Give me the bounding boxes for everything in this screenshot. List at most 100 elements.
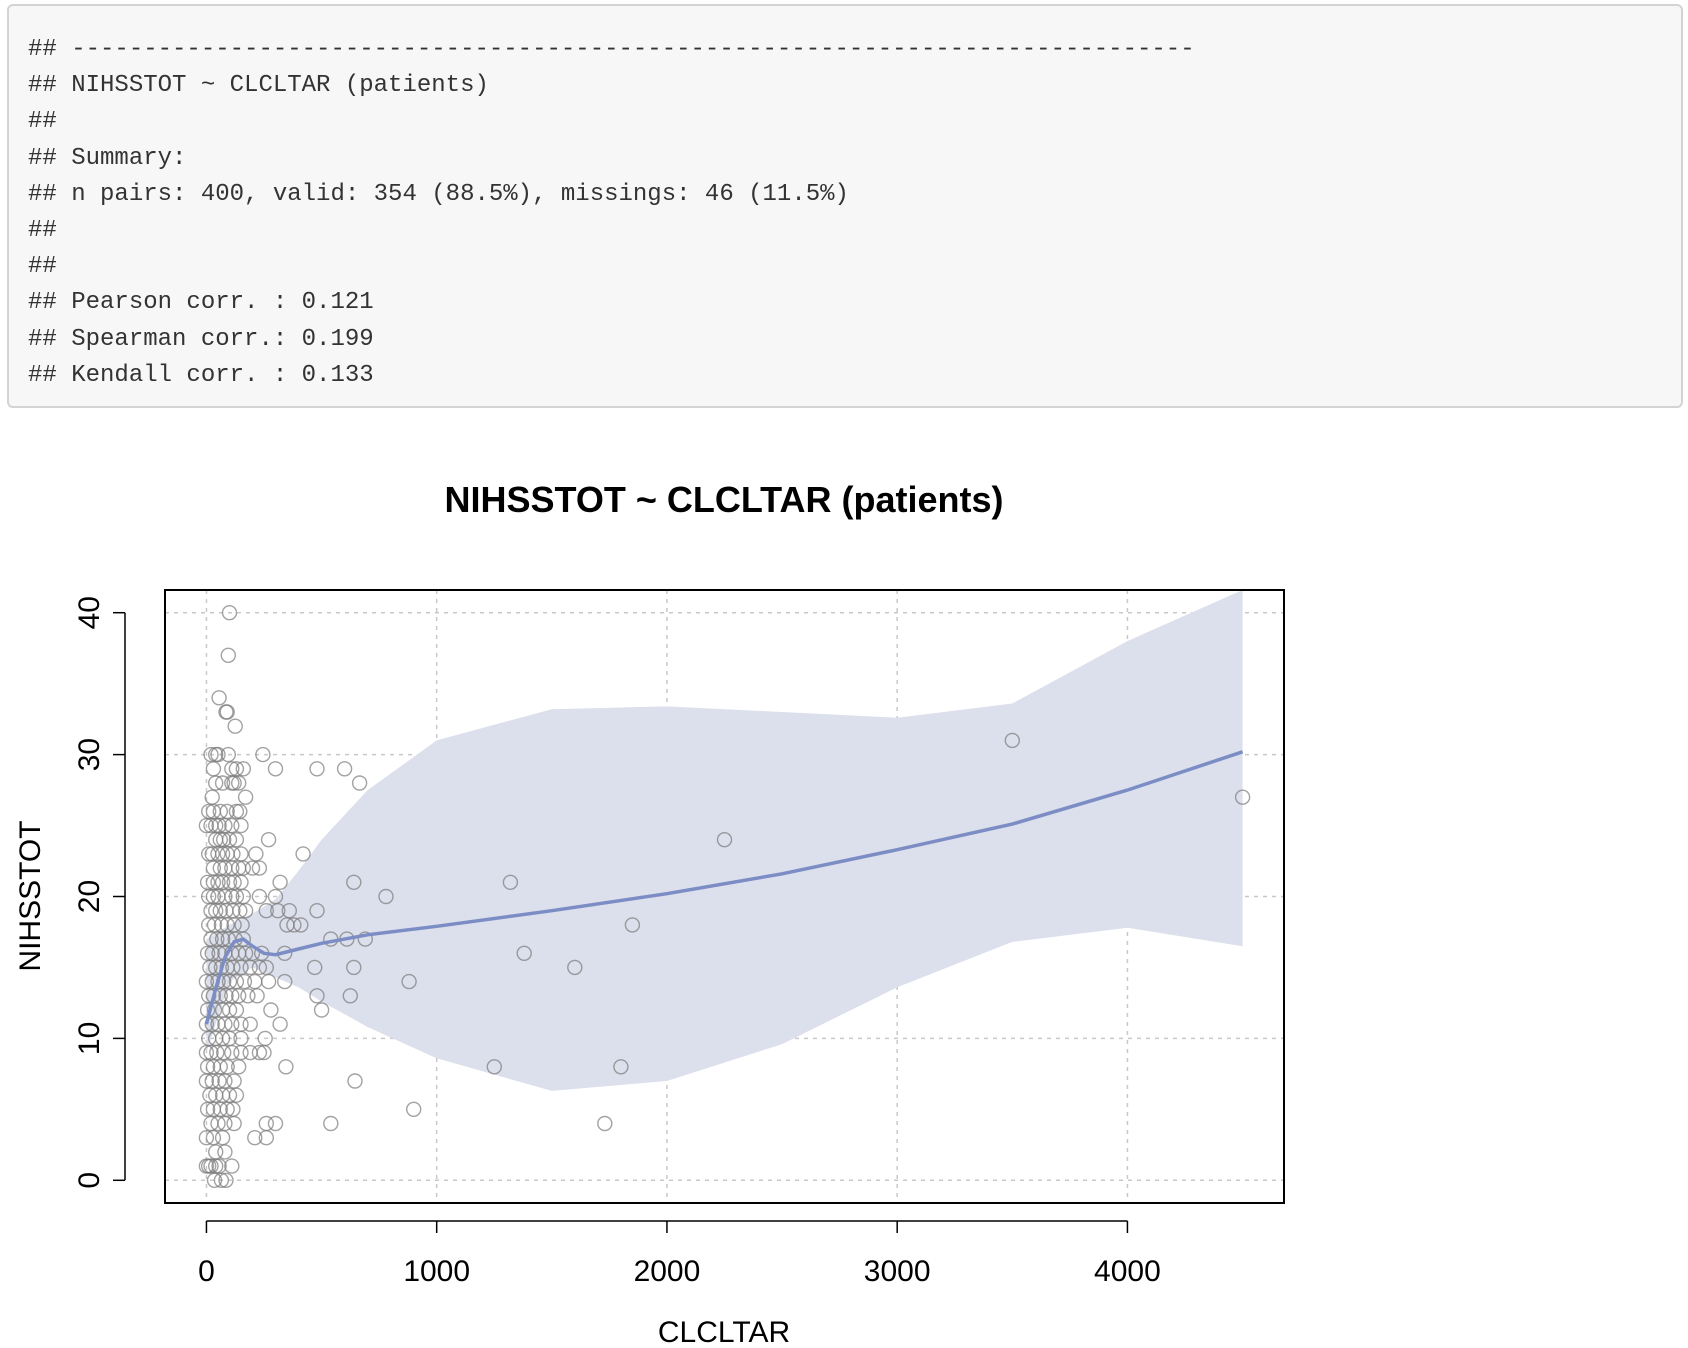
data-point — [249, 988, 265, 1004]
console-line: ## NIHSSTOT ~ CLCLTAR (patients) — [28, 72, 489, 100]
console-line: ## -------------------------------------… — [28, 36, 1195, 63]
data-point — [351, 775, 368, 791]
y-axis-label: NIHSSTOT — [14, 820, 47, 971]
data-point — [235, 761, 252, 777]
data-point — [226, 1073, 242, 1089]
data-point — [204, 1016, 220, 1032]
data-point — [502, 874, 519, 890]
y-tick-label: 20 — [73, 880, 106, 913]
data-point — [210, 746, 226, 763]
data-point — [198, 1073, 215, 1089]
data-point — [219, 704, 235, 720]
console-output: ## -------------------------------------… — [7, 4, 1683, 408]
x-tick-label: 1000 — [403, 1255, 470, 1288]
data-point — [346, 874, 362, 890]
data-point — [237, 945, 254, 961]
data-point — [204, 789, 220, 805]
data-point — [313, 1002, 330, 1018]
data-point — [597, 1115, 613, 1132]
data-point — [198, 817, 215, 834]
data-point — [260, 832, 277, 848]
console-line: ## Kendall corr. : 0.133 — [28, 361, 374, 389]
x-axis: 0 1000 2000 3000 4000 — [198, 1220, 1161, 1288]
data-point — [336, 761, 353, 777]
data-point — [228, 832, 245, 848]
data-point — [218, 988, 234, 1004]
data-point — [258, 903, 274, 919]
data-point — [230, 1059, 247, 1075]
data-point — [516, 945, 532, 961]
data-point — [293, 917, 309, 933]
data-point — [226, 1115, 242, 1132]
data-points — [198, 604, 1251, 1188]
data-point — [247, 973, 263, 990]
data-point — [203, 1158, 219, 1174]
data-point — [220, 746, 237, 763]
confidence-band — [206, 590, 1243, 1091]
console-line: ## Summary: — [28, 144, 187, 172]
data-point — [263, 1002, 279, 1018]
data-point — [233, 846, 249, 862]
data-point — [209, 1044, 225, 1061]
data-point — [309, 761, 325, 777]
data-point — [255, 746, 271, 763]
smooth-line — [204, 750, 1244, 1025]
x-tick-label: 0 — [198, 1255, 215, 1288]
data-point — [248, 846, 264, 862]
data-point — [214, 775, 231, 791]
data-point — [267, 761, 284, 777]
y-axis: 0 10 20 30 40 — [73, 596, 126, 1189]
y-tick-label: 40 — [73, 596, 106, 629]
data-point — [213, 1172, 230, 1188]
data-point — [220, 931, 237, 947]
data-point — [225, 959, 241, 976]
console-line: ## — [28, 217, 57, 245]
data-point — [228, 888, 245, 905]
data-point — [236, 973, 253, 990]
data-point — [215, 1044, 232, 1061]
data-point — [220, 647, 237, 664]
data-point — [378, 888, 394, 905]
data-point — [357, 931, 373, 947]
data-point — [323, 1115, 339, 1132]
data-point — [251, 1044, 268, 1061]
data-point — [227, 718, 243, 734]
data-point — [228, 1002, 245, 1018]
console-line: ## — [28, 108, 57, 136]
data-point — [233, 959, 249, 976]
data-point — [247, 1130, 263, 1146]
data-point — [218, 704, 234, 720]
console-line: ## Pearson corr. : 0.121 — [28, 289, 374, 317]
data-point — [270, 903, 286, 919]
data-point — [242, 1016, 258, 1032]
data-point — [406, 1101, 422, 1117]
data-point — [224, 1158, 240, 1174]
data-point — [232, 803, 248, 820]
data-point — [613, 1059, 629, 1075]
data-point — [267, 1115, 284, 1132]
data-point — [217, 1144, 233, 1160]
data-point — [346, 959, 362, 976]
data-point — [286, 917, 302, 933]
plot-frame — [164, 589, 1285, 1204]
data-point — [251, 860, 268, 876]
data-point — [230, 775, 247, 791]
data-point — [401, 973, 417, 990]
x-axis-label: CLCLTAR — [658, 1316, 790, 1348]
data-point — [210, 1115, 226, 1132]
data-point — [211, 1073, 227, 1089]
data-point — [233, 817, 249, 834]
data-point — [240, 988, 256, 1004]
data-point — [199, 1101, 216, 1117]
data-point — [205, 761, 222, 777]
data-point — [251, 888, 268, 905]
data-point — [486, 1059, 502, 1075]
data-point — [260, 973, 277, 990]
x-tick-label: 4000 — [1094, 1255, 1161, 1288]
data-point — [221, 604, 238, 621]
data-point — [242, 959, 258, 976]
console-line: ## Spearman corr.: 0.199 — [28, 325, 374, 353]
data-point — [218, 1172, 234, 1188]
data-point — [228, 1087, 245, 1103]
data-point — [272, 874, 288, 890]
